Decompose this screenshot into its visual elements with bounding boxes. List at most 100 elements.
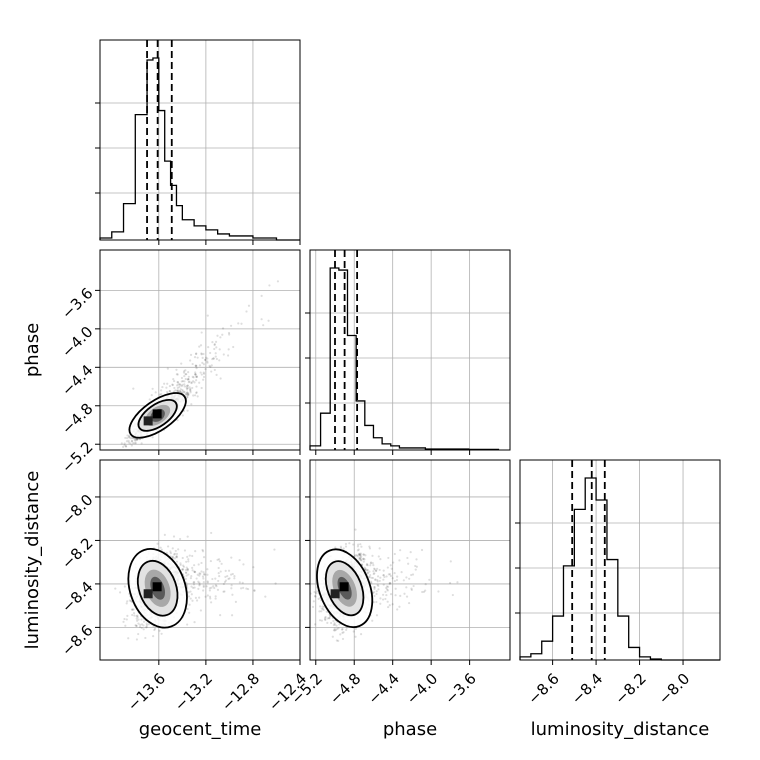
sample-point bbox=[186, 555, 189, 558]
sample-point bbox=[372, 601, 375, 604]
sample-point bbox=[180, 362, 183, 365]
sample-point bbox=[201, 548, 204, 552]
sample-point bbox=[449, 560, 452, 563]
sample-point bbox=[334, 628, 337, 632]
sample-point bbox=[196, 395, 199, 398]
sample-point bbox=[222, 590, 225, 593]
sample-point bbox=[206, 568, 209, 571]
sample-point bbox=[371, 576, 374, 580]
sample-point bbox=[323, 618, 327, 621]
sample-point bbox=[205, 356, 208, 359]
sample-point bbox=[138, 625, 142, 628]
sample-point bbox=[195, 352, 198, 355]
sample-point bbox=[185, 393, 189, 396]
sample-point bbox=[319, 605, 322, 608]
sample-point bbox=[274, 582, 277, 585]
sample-point bbox=[140, 626, 143, 630]
sample-point bbox=[192, 394, 195, 397]
sample-point bbox=[151, 387, 154, 390]
sample-point bbox=[187, 573, 190, 576]
sample-point bbox=[382, 574, 385, 577]
sample-point bbox=[415, 558, 418, 561]
density-peak bbox=[339, 582, 349, 592]
sample-point bbox=[375, 569, 378, 572]
sample-point bbox=[215, 373, 218, 377]
sample-point bbox=[230, 614, 234, 617]
y-axis-label-luminosity_distance: luminosity_distance bbox=[22, 471, 43, 650]
sample-point bbox=[171, 547, 174, 550]
sample-point bbox=[264, 595, 267, 598]
sample-point bbox=[181, 414, 184, 417]
sample-point bbox=[202, 585, 205, 589]
sample-point bbox=[352, 630, 355, 633]
sample-point bbox=[376, 567, 379, 570]
sample-point bbox=[172, 378, 175, 381]
sample-point bbox=[342, 631, 345, 634]
sample-point bbox=[193, 621, 196, 624]
sample-point bbox=[186, 623, 189, 626]
sample-point bbox=[184, 373, 187, 376]
sample-point bbox=[172, 390, 176, 393]
sample-point bbox=[175, 552, 179, 556]
sample-point bbox=[386, 600, 389, 603]
sample-point bbox=[137, 622, 140, 625]
sample-point bbox=[156, 542, 159, 545]
sample-point bbox=[228, 577, 231, 580]
sample-point bbox=[363, 566, 366, 569]
sample-point bbox=[158, 629, 161, 632]
sample-point bbox=[359, 554, 362, 558]
sample-point bbox=[127, 439, 130, 442]
x-tick-label: −3.6 bbox=[441, 670, 479, 708]
sample-point bbox=[391, 603, 394, 606]
sample-point bbox=[206, 361, 209, 364]
sample-point bbox=[366, 564, 369, 567]
sample-point bbox=[408, 577, 411, 580]
sample-point bbox=[386, 566, 389, 569]
sample-point bbox=[195, 391, 198, 394]
sample-point bbox=[208, 364, 211, 367]
sample-point bbox=[363, 558, 366, 561]
sample-point bbox=[317, 597, 320, 600]
y-axis-label-phase: phase bbox=[22, 323, 43, 377]
sample-point bbox=[131, 439, 134, 442]
sample-point bbox=[174, 389, 177, 392]
sample-point bbox=[387, 573, 390, 576]
sample-point bbox=[377, 588, 380, 591]
sample-point bbox=[392, 561, 395, 564]
sample-point bbox=[190, 381, 193, 385]
sample-point bbox=[179, 563, 182, 567]
sample-point bbox=[154, 391, 157, 394]
sample-point bbox=[378, 579, 381, 583]
sample-point bbox=[245, 587, 248, 590]
sample-point bbox=[131, 436, 134, 440]
density-peak bbox=[330, 589, 340, 599]
sample-point bbox=[198, 345, 201, 348]
sample-point bbox=[215, 585, 218, 588]
sample-point bbox=[178, 389, 182, 393]
sample-point bbox=[200, 386, 203, 390]
sample-point bbox=[198, 572, 201, 575]
sample-point bbox=[125, 602, 128, 605]
sample-point bbox=[322, 608, 325, 612]
sample-point bbox=[377, 555, 380, 558]
sample-point bbox=[134, 438, 137, 441]
sample-point bbox=[208, 589, 211, 592]
sample-point bbox=[200, 570, 203, 573]
sample-point bbox=[202, 371, 205, 374]
sample-point bbox=[379, 602, 382, 605]
sample-point bbox=[145, 626, 148, 629]
sample-point bbox=[230, 556, 233, 559]
sample-point bbox=[191, 380, 195, 383]
sample-point bbox=[368, 547, 372, 550]
sample-point bbox=[373, 585, 376, 589]
sample-point bbox=[388, 581, 391, 585]
sample-point bbox=[142, 624, 145, 627]
sample-point bbox=[448, 581, 452, 585]
sample-point bbox=[268, 284, 271, 287]
sample-point bbox=[360, 555, 363, 558]
sample-point bbox=[222, 353, 225, 356]
sample-point bbox=[186, 396, 189, 399]
sample-point bbox=[145, 625, 148, 628]
sample-point bbox=[183, 390, 186, 393]
